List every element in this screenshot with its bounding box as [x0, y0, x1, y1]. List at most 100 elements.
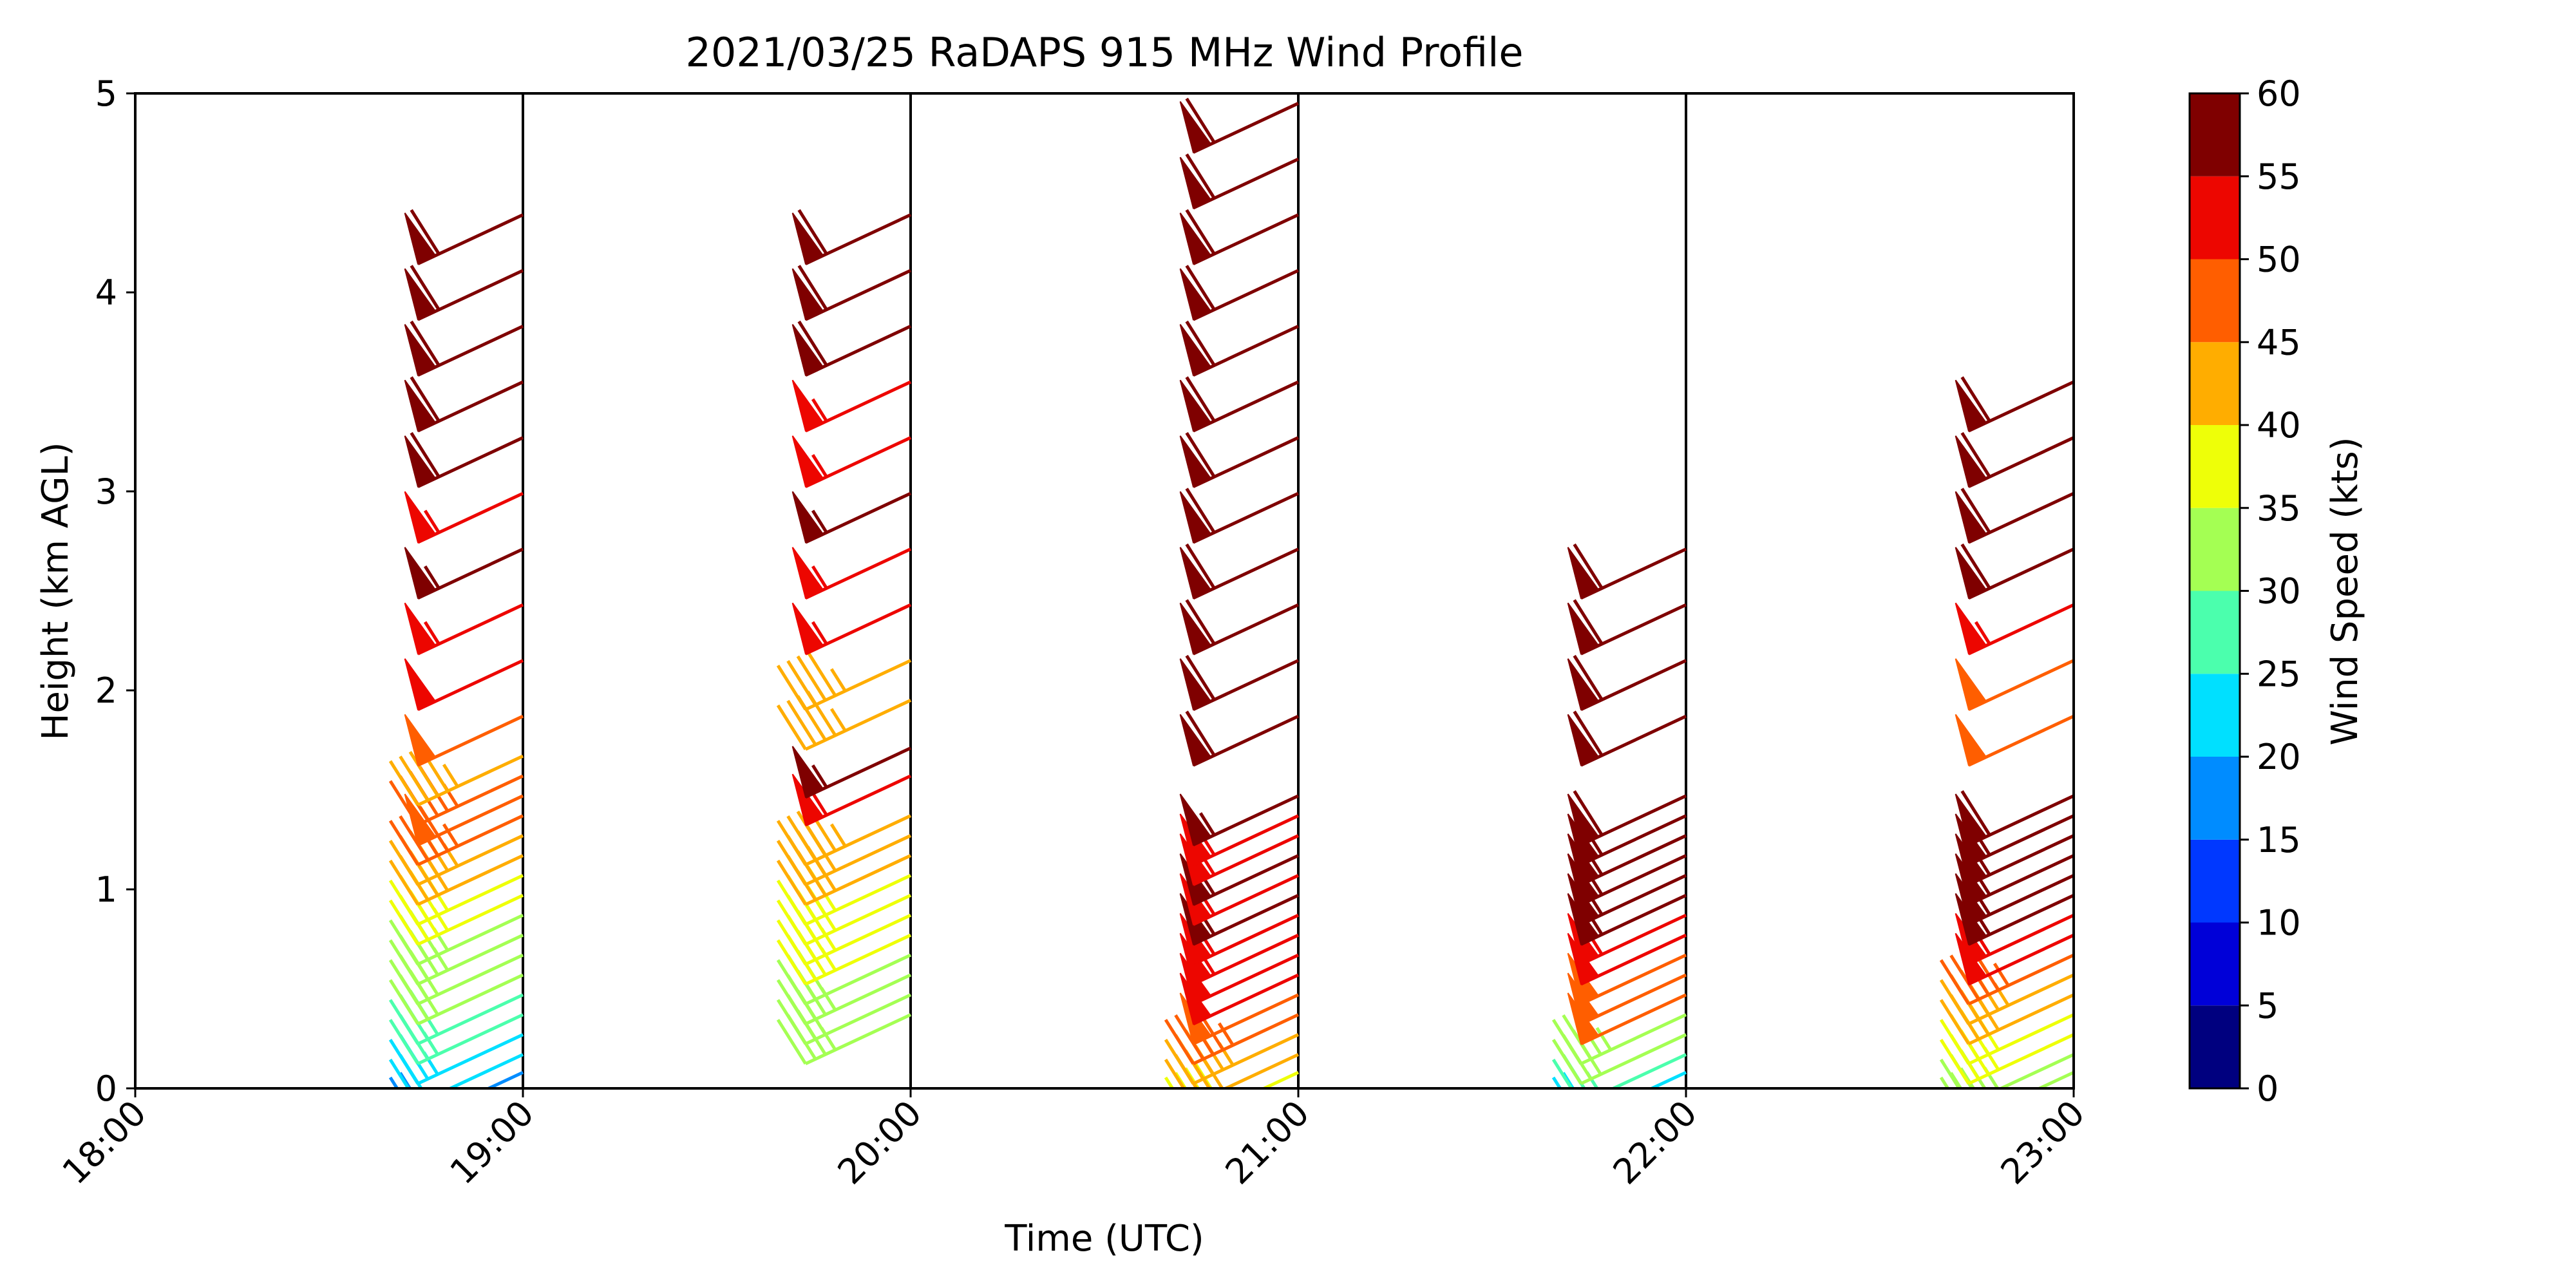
barb-staff	[804, 933, 912, 986]
barb-full-tick	[388, 859, 419, 905]
barb-flag	[791, 324, 824, 377]
barb-full-tick	[776, 899, 807, 945]
barb-full-tick	[776, 840, 807, 886]
barb-full-tick	[1185, 320, 1216, 366]
colorbar-tick-label: 50	[2257, 240, 2301, 280]
wind-barb	[1567, 710, 1687, 767]
barb-full-tick	[410, 431, 440, 478]
wind-barb	[1179, 488, 1300, 544]
y-axis: 0 1 2 3 4 5	[95, 73, 135, 1109]
barb-flag	[1179, 268, 1212, 321]
barb-full-tick	[1185, 97, 1216, 144]
wind-barb	[404, 431, 524, 488]
vertical-gridlines	[522, 93, 1687, 1088]
y-axis-label: Height (km AGL)	[35, 442, 77, 740]
plot-background	[135, 93, 2074, 1088]
wind-barb	[404, 658, 524, 711]
x-tick-label: 20:00	[830, 1093, 930, 1193]
wind-barb	[1567, 543, 1687, 600]
barb-full-tick	[786, 815, 817, 861]
colorbar-tick-label: 0	[2257, 1068, 2278, 1109]
barb-full-tick	[388, 1076, 399, 1088]
colorbar-segment	[2190, 1005, 2240, 1088]
barb-full-tick	[776, 859, 807, 905]
barb-full-tick	[1185, 488, 1216, 534]
wind-barb	[404, 376, 524, 433]
wind-barb	[1179, 153, 1300, 210]
barb-staff	[804, 699, 912, 751]
wind-barb	[404, 602, 524, 656]
barb-full-tick	[786, 699, 817, 746]
barb-full-tick	[388, 840, 419, 886]
barb-full-tick	[388, 820, 419, 866]
barb-full-tick	[3, 1044, 30, 1088]
barb-flag	[791, 268, 824, 321]
wind-barb	[404, 714, 524, 767]
wind-barb	[791, 320, 912, 377]
colorbar-segment	[2190, 591, 2240, 674]
colorbar-tick-label: 45	[2257, 322, 2301, 363]
wind-barb	[404, 209, 524, 265]
barb-half-tick	[1974, 621, 1991, 645]
wind-barb	[791, 602, 912, 656]
wind-barb	[1179, 97, 1300, 154]
barb-flag	[1179, 324, 1212, 377]
wind-barb	[1955, 543, 2074, 600]
barb-full-tick	[388, 1019, 419, 1065]
colorbar-tick-label: 5	[2257, 985, 2278, 1026]
barb-full-tick	[1164, 1019, 1195, 1065]
barb-flag	[791, 602, 824, 655]
wind-barb	[1955, 376, 2074, 433]
barb-flag	[1567, 658, 1600, 711]
barb-full-tick	[408, 751, 439, 797]
colorbar-segment	[2190, 507, 2240, 591]
colorbar-tick-label: 10	[2257, 903, 2301, 943]
barb-full-tick	[1939, 1058, 1962, 1088]
barb-half-tick	[811, 509, 828, 534]
colorbar-tick-label: 20	[2257, 737, 2301, 777]
barb-staff	[804, 973, 912, 1026]
wind-barb	[1955, 602, 2074, 656]
barb-full-tick	[1573, 790, 1604, 836]
barb-staff	[417, 894, 524, 946]
barb-flag	[1179, 156, 1212, 209]
wind-barb	[1179, 376, 1300, 433]
barb-staff	[804, 814, 912, 867]
barb-half-tick	[1993, 962, 2010, 987]
wind-barb	[1567, 790, 1687, 847]
wind-barb	[1955, 790, 2074, 847]
wind-barb	[1179, 793, 1300, 847]
wind-barb	[1179, 543, 1300, 600]
barb-full-tick	[1185, 431, 1216, 478]
barb-full-tick	[796, 655, 827, 701]
barb-full-tick	[1185, 599, 1216, 645]
barb-full-tick	[1960, 543, 1991, 589]
wind-barb	[791, 209, 912, 265]
barb-full-tick	[399, 815, 430, 861]
barb-full-tick	[410, 209, 440, 255]
x-axis-label: Time (UTC)	[1004, 1218, 1204, 1260]
barb-full-tick	[388, 899, 419, 945]
barb-staff	[1997, 1053, 2074, 1088]
barb-half-tick	[811, 453, 828, 478]
barb-flag	[1567, 547, 1600, 600]
x-tick-label: 21:00	[1218, 1093, 1318, 1193]
barb-full-tick	[388, 939, 419, 985]
colorbar-segment	[2190, 425, 2240, 508]
wind-barb	[404, 793, 524, 847]
wind-barb	[1179, 710, 1300, 767]
barb-full-tick	[1185, 376, 1216, 422]
barb-full-tick	[1185, 543, 1216, 589]
barb-full-tick	[1185, 153, 1216, 200]
barb-staff	[1648, 1071, 1687, 1088]
barb-full-tick	[796, 810, 827, 857]
barb-half-tick	[423, 621, 440, 645]
barb-full-tick	[1960, 431, 1991, 478]
barb-staff	[2036, 1071, 2074, 1088]
colorbar-tick-label: 60	[2257, 73, 2301, 114]
barb-staff	[417, 933, 524, 986]
barb-half-tick	[1595, 1027, 1613, 1051]
wind-barb	[791, 435, 912, 488]
barb-staff	[485, 1071, 524, 1088]
